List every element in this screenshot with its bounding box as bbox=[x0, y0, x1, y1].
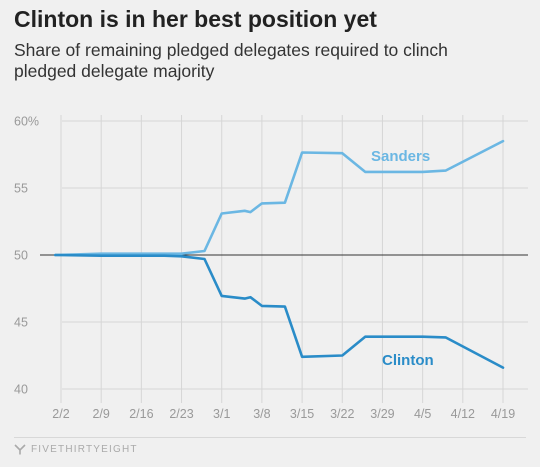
x-tick-label: 4/19 bbox=[491, 407, 515, 421]
chart-subtitle: Share of remaining pledged delegates req… bbox=[14, 40, 448, 81]
x-tick-label: 3/22 bbox=[330, 407, 354, 421]
series-label-sanders: Sanders bbox=[371, 148, 430, 165]
footer: FIVETHIRTYEIGHT bbox=[14, 444, 138, 455]
y-axis-ticks: 40 45 50 55 60% bbox=[14, 115, 39, 397]
series-label-clinton: Clinton bbox=[382, 352, 434, 369]
x-tick-label: 2/9 bbox=[92, 407, 109, 421]
series-line-sanders bbox=[53, 139, 505, 257]
footer-brand: FIVETHIRTYEIGHT bbox=[31, 444, 138, 455]
fivethirtyeight-logo-icon bbox=[14, 444, 26, 455]
series-lines bbox=[53, 139, 505, 369]
x-axis-ticks: 2/2 2/9 2/16 2/23 3/1 3/8 3/15 3/22 3/29 4/5 4/12 4… bbox=[52, 407, 515, 421]
y-tick-label: 45 bbox=[14, 316, 28, 330]
y-tick-label: 40 bbox=[14, 383, 28, 397]
x-tick-label: 3/1 bbox=[213, 407, 230, 421]
series-labels: Sanders Clinton bbox=[371, 148, 434, 369]
x-tick-label: 4/12 bbox=[451, 407, 475, 421]
x-tick-label: 2/23 bbox=[169, 407, 193, 421]
footer-divider bbox=[14, 437, 526, 438]
chart-title: Clinton is in her best position yet bbox=[14, 6, 377, 32]
x-tick-label: 2/16 bbox=[129, 407, 153, 421]
x-tick-label: 2/2 bbox=[52, 407, 69, 421]
y-tick-label: 55 bbox=[14, 182, 28, 196]
x-tick-label: 3/8 bbox=[253, 407, 270, 421]
y-tick-label: 50 bbox=[14, 249, 28, 263]
x-tick-label: 4/5 bbox=[414, 407, 431, 421]
grid bbox=[40, 115, 528, 403]
series-line-clinton bbox=[53, 253, 505, 369]
x-tick-label: 3/15 bbox=[290, 407, 314, 421]
x-tick-label: 3/29 bbox=[370, 407, 394, 421]
y-tick-label: 60% bbox=[14, 115, 39, 129]
